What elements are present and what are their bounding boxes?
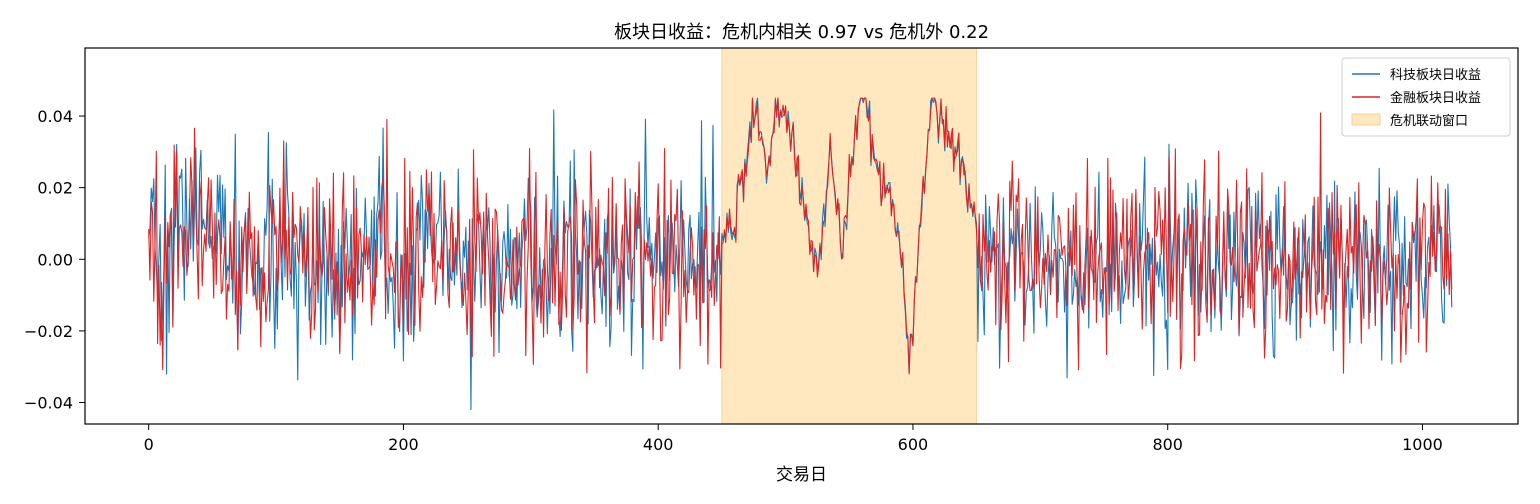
x-tick-label: 600 bbox=[898, 435, 929, 454]
legend-label: 金融板块日收益 bbox=[1390, 90, 1481, 106]
x-tick-label: 400 bbox=[643, 435, 674, 454]
series-line-tech bbox=[148, 97, 1453, 411]
x-tick-label: 200 bbox=[388, 435, 419, 454]
y-axis: −0.04 −0.02 0.00 0.02 0.04 bbox=[24, 107, 85, 413]
legend-box bbox=[1341, 57, 1511, 137]
x-tick-label: 1000 bbox=[1402, 435, 1443, 454]
plot-area bbox=[148, 47, 1453, 425]
crisis-window-band bbox=[721, 47, 978, 425]
y-tick-label: −0.02 bbox=[24, 322, 73, 341]
plot-frame bbox=[84, 47, 1519, 425]
x-tick-label: 800 bbox=[1152, 435, 1183, 454]
y-tick-label: 0.00 bbox=[37, 250, 73, 269]
legend-swatch bbox=[1351, 113, 1381, 126]
y-tick-label: 0.04 bbox=[37, 107, 73, 126]
series-line-finance bbox=[148, 97, 1453, 375]
x-axis-label: 交易日 bbox=[776, 465, 827, 485]
x-axis: 0 200 400 600 800 1000 bbox=[144, 424, 1443, 454]
y-tick-label: 0.02 bbox=[37, 179, 73, 198]
x-tick-label: 0 bbox=[144, 435, 154, 454]
y-tick-label: −0.04 bbox=[24, 394, 73, 413]
legend-label: 科技板块日收益 bbox=[1390, 68, 1481, 83]
chart-title: 板块日收益：危机内相关 0.97 vs 危机外 0.22 bbox=[614, 22, 989, 43]
legend-label: 危机联动窗口 bbox=[1390, 113, 1468, 129]
